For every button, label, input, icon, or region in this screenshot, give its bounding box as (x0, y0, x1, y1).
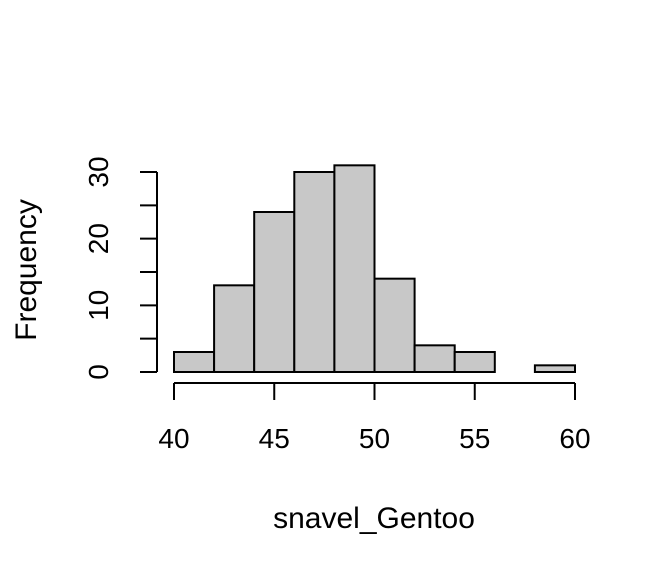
y-tick-label: 10 (83, 290, 114, 321)
histogram-bar (293, 171, 336, 373)
x-axis-label: snavel_Gentoo (273, 502, 475, 535)
x-tick-label: 45 (259, 423, 290, 454)
x-tick-label: 40 (158, 423, 189, 454)
x-tick-label: 50 (359, 423, 390, 454)
histogram-bar (413, 344, 456, 374)
histogram-bar (533, 364, 577, 374)
histogram-bar (453, 351, 496, 373)
y-axis: 0 10 20 30 (83, 156, 158, 380)
histogram-bar (333, 164, 376, 373)
bars-group (173, 164, 577, 374)
histogram-bar (373, 277, 416, 373)
histogram-bar (173, 351, 216, 373)
y-axis-label: Frequency (10, 199, 43, 341)
y-tick-label: 20 (83, 223, 114, 254)
histogram-bar (213, 284, 256, 374)
x-axis: 40 45 50 55 60 (158, 382, 591, 454)
y-tick-label: 30 (83, 156, 114, 187)
y-tick-label: 0 (83, 364, 114, 380)
histogram-bar (253, 211, 296, 373)
x-tick-label: 60 (559, 423, 590, 454)
x-tick-label: 55 (459, 423, 490, 454)
